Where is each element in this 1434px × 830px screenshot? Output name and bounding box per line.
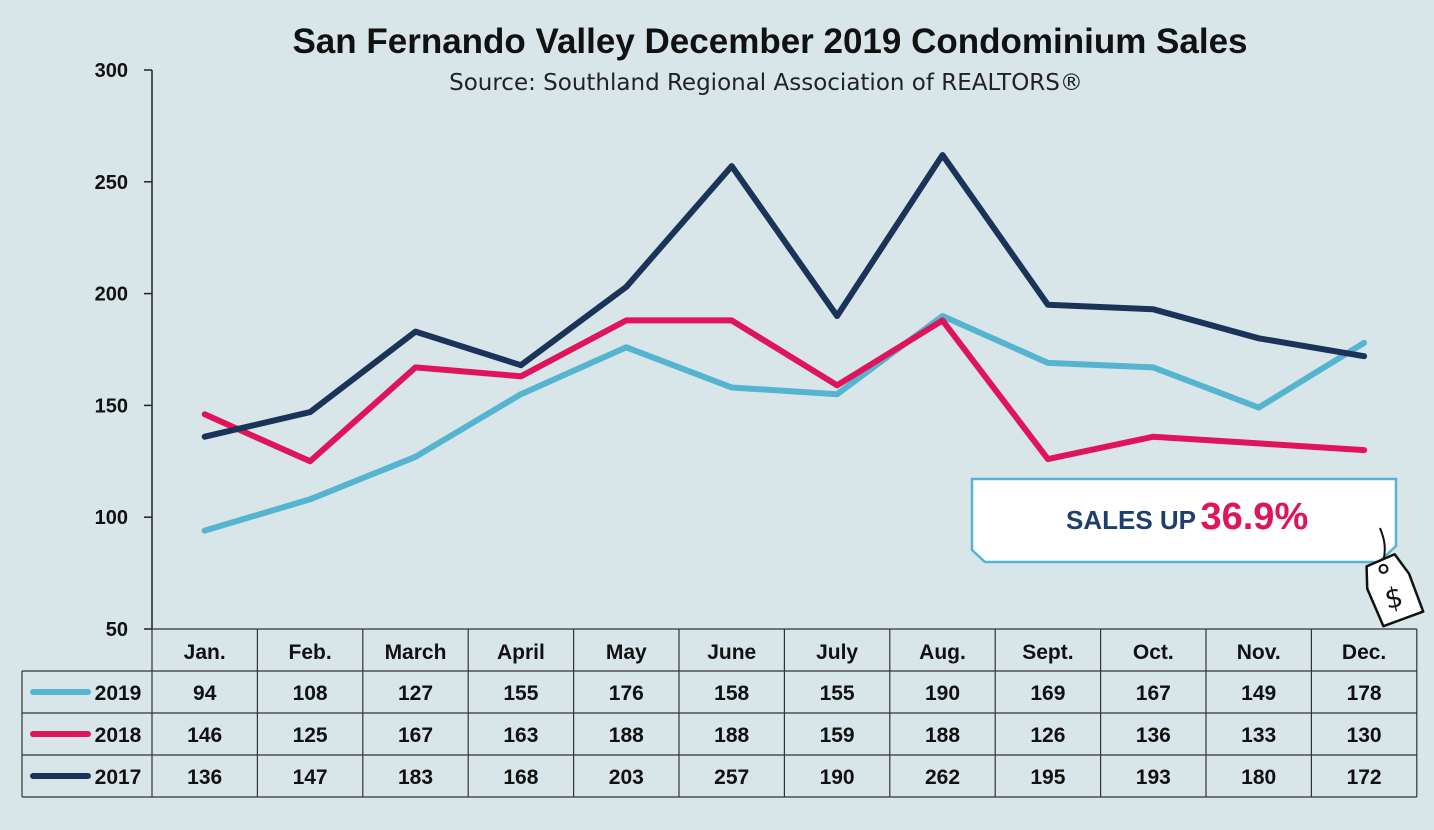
y-axis: 50 100 150 200 250 300 — [95, 60, 153, 641]
series-line-2017 — [201, 152, 1368, 440]
x-category-label: Aug. — [919, 641, 966, 664]
table-cell-2019: 155 — [503, 682, 538, 705]
table-cell-2018: 126 — [1030, 724, 1065, 747]
x-category-label: May — [606, 641, 647, 664]
x-category-label: March — [385, 641, 447, 664]
table-cell-2018: 167 — [398, 724, 433, 747]
y-tick-label: 50 — [106, 619, 128, 641]
table-cell-2018: 188 — [609, 724, 644, 747]
table-cell-2017: 180 — [1241, 766, 1276, 789]
table-cell-2017: 203 — [609, 766, 644, 789]
table-cell-2019: 178 — [1347, 682, 1382, 705]
table-cell-2018: 188 — [925, 724, 960, 747]
table-cell-2018: 163 — [503, 724, 538, 747]
table-cell-2017: 147 — [293, 766, 328, 789]
x-category-label: Oct. — [1133, 641, 1174, 664]
y-tick-label: 150 — [95, 395, 128, 417]
table-cell-2019: 169 — [1030, 682, 1065, 705]
table-cell-2019: 167 — [1136, 682, 1171, 705]
y-tick-label: 200 — [95, 284, 128, 306]
data-table: Jan. Feb. March April May June July Aug. Sept. Oc… — [21, 628, 1418, 798]
series-line-2018 — [201, 317, 1368, 465]
y-tick-label: 100 — [95, 507, 128, 529]
table-cell-2018: 130 — [1347, 724, 1382, 747]
legend-label-2018: 2018 — [95, 724, 142, 747]
table-cell-2018: 188 — [714, 724, 749, 747]
y-tick-label: 250 — [95, 172, 128, 194]
x-category-label: July — [816, 641, 858, 664]
table-cell-2017: 257 — [714, 766, 749, 789]
table-cell-2017: 193 — [1136, 766, 1171, 789]
chart-subtitle: Source: Southland Regional Association o… — [449, 70, 1083, 96]
sales-callout: SALES UP 36.9% — [1066, 496, 1308, 539]
table-cell-2017: 168 — [503, 766, 538, 789]
series-line-2019 — [201, 313, 1368, 534]
x-category-label: Dec. — [1342, 641, 1386, 664]
table-cell-2018: 133 — [1241, 724, 1276, 747]
table-cell-2018: 146 — [187, 724, 222, 747]
table-cell-2019: 190 — [925, 682, 960, 705]
table-cell-2017: 136 — [187, 766, 222, 789]
chart-title: San Fernando Valley December 2019 Condom… — [292, 22, 1248, 61]
table-cell-2017: 183 — [398, 766, 433, 789]
table-cell-2018: 125 — [293, 724, 328, 747]
sales-callout-label: SALES UP — [1066, 505, 1197, 535]
legend-label-2017: 2017 — [95, 766, 142, 789]
sales-callout-value: 36.9% — [1200, 496, 1309, 538]
x-category-label: Feb. — [289, 641, 332, 664]
series-lines — [201, 152, 1368, 534]
table-cell-2019: 155 — [820, 682, 855, 705]
table-cell-2019: 176 — [609, 682, 644, 705]
table-cell-2019: 94 — [193, 682, 217, 705]
price-tag-dollar-icon: $ — [1365, 527, 1425, 628]
x-category-label: April — [497, 641, 545, 664]
table-cell-2017: 195 — [1030, 766, 1065, 789]
table-cell-2019: 127 — [398, 682, 433, 705]
x-category-label: Nov. — [1237, 641, 1281, 664]
x-category-label: June — [707, 641, 756, 664]
table-cell-2018: 159 — [820, 724, 855, 747]
x-category-label: Sept. — [1022, 641, 1073, 664]
x-category-label: Jan. — [184, 641, 226, 664]
table-cell-2017: 172 — [1347, 766, 1382, 789]
table-cell-2019: 149 — [1241, 682, 1276, 705]
y-tick-label: 300 — [95, 60, 128, 82]
table-cell-2019: 108 — [293, 682, 328, 705]
table-cell-2019: 158 — [714, 682, 749, 705]
legend-label-2019: 2019 — [95, 682, 142, 705]
table-cell-2018: 136 — [1136, 724, 1171, 747]
table-cell-2017: 262 — [925, 766, 960, 789]
table-cell-2017: 190 — [820, 766, 855, 789]
